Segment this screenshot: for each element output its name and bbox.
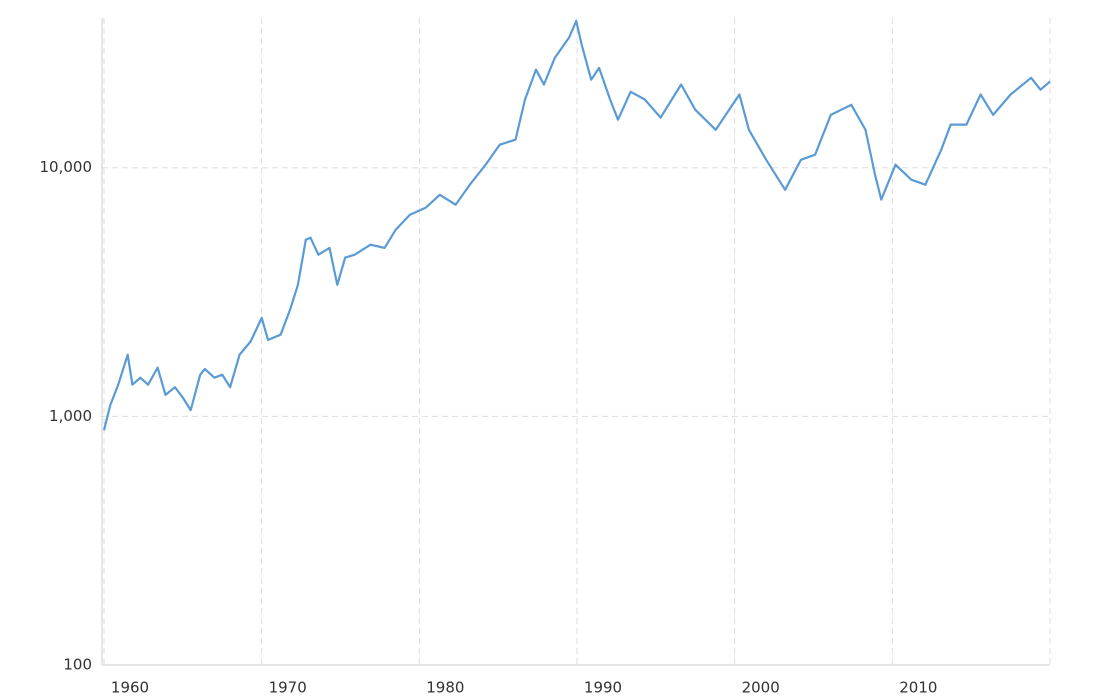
x-tick-label: 1970	[269, 679, 307, 697]
line-series	[102, 19, 1051, 431]
x-tick-label: 1960	[111, 679, 149, 697]
x-tick-label: 2000	[742, 679, 780, 697]
y-tick-label: 100	[63, 656, 92, 674]
x-tick-label: 1990	[584, 679, 622, 697]
x-tick-label: 2010	[899, 679, 937, 697]
y-tick-label: 10,000	[40, 158, 93, 176]
y-tick-label: 1,000	[49, 407, 92, 425]
x-tick-label: 1980	[426, 679, 464, 697]
